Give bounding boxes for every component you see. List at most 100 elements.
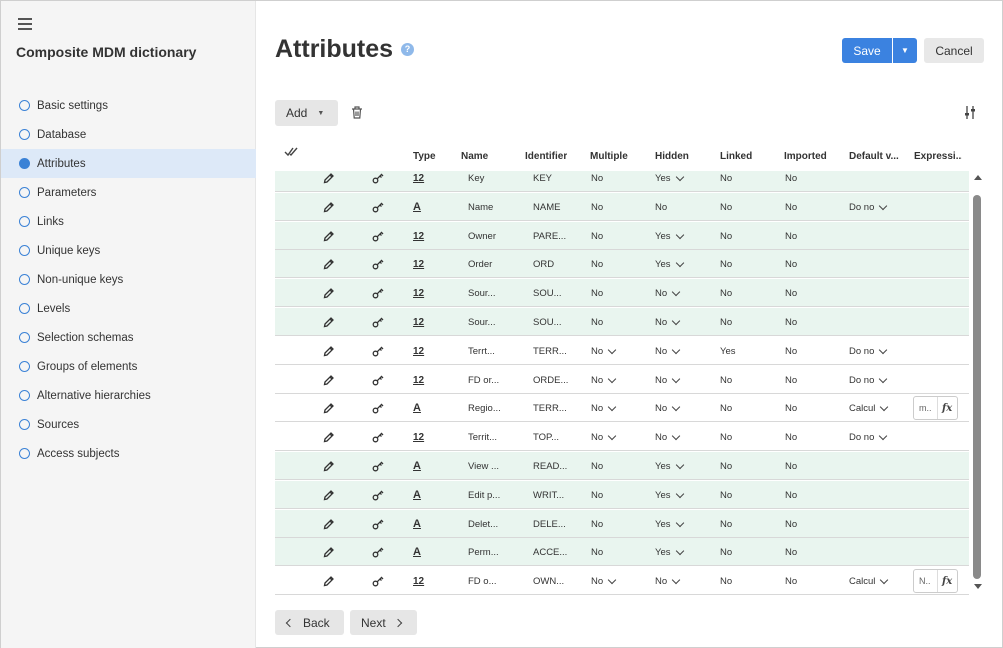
sidebar-item-levels[interactable]: Levels — [1, 294, 256, 323]
table-row[interactable]: A Name NAME No No No No Do no — [275, 193, 969, 221]
key-icon[interactable] — [372, 250, 384, 278]
col-identifier[interactable]: Identifier — [525, 151, 568, 162]
col-imported[interactable]: Imported — [784, 151, 827, 162]
edit-pencil-icon[interactable] — [323, 222, 334, 250]
col-default-value[interactable]: Default v... — [849, 151, 899, 162]
cell-multiple[interactable]: No — [591, 394, 617, 422]
key-icon[interactable] — [372, 279, 384, 307]
col-multiple[interactable]: Multiple — [590, 151, 628, 162]
table-row[interactable]: 12 Key KEY No Yes No No — [275, 171, 969, 192]
grid-scrollbar[interactable] — [971, 173, 983, 597]
fx-icon[interactable]: fx — [942, 402, 953, 414]
cell-default-value[interactable]: Do no — [849, 366, 888, 394]
sidebar-item-parameters[interactable]: Parameters — [1, 178, 256, 207]
table-row[interactable]: 12 FD or... ORDE... No No No No Do no — [275, 366, 969, 394]
edit-pencil-icon[interactable] — [323, 481, 334, 509]
table-row[interactable]: 12 Owner PARE... No Yes No No — [275, 222, 969, 250]
cell-hidden[interactable]: No — [655, 337, 681, 365]
key-icon[interactable] — [372, 423, 384, 451]
sidebar-item-unique-keys[interactable]: Unique keys — [1, 236, 256, 265]
col-hidden[interactable]: Hidden — [655, 151, 689, 162]
col-name[interactable]: Name — [461, 151, 489, 162]
sidebar-item-sources[interactable]: Sources — [1, 410, 256, 439]
key-icon[interactable] — [372, 567, 384, 595]
cell-hidden[interactable]: No — [655, 567, 681, 595]
scroll-up-icon[interactable] — [974, 175, 982, 180]
cell-default-value[interactable]: Calcul — [849, 394, 889, 422]
sidebar-item-attributes[interactable]: Attributes — [1, 149, 256, 178]
edit-pencil-icon[interactable] — [323, 452, 334, 480]
sidebar-item-non-unique-keys[interactable]: Non-unique keys — [1, 265, 256, 294]
key-icon[interactable] — [372, 193, 384, 221]
cell-hidden[interactable]: No — [655, 366, 681, 394]
cell-hidden[interactable]: No — [655, 308, 681, 336]
key-icon[interactable] — [372, 452, 384, 480]
cell-hidden[interactable]: Yes — [655, 481, 684, 509]
help-icon[interactable]: ? — [401, 43, 414, 56]
scroll-thumb[interactable] — [973, 195, 981, 579]
edit-pencil-icon[interactable] — [323, 567, 334, 595]
cell-hidden[interactable]: Yes — [655, 171, 684, 192]
key-icon[interactable] — [372, 337, 384, 365]
cell-hidden[interactable]: No — [655, 394, 681, 422]
table-row[interactable]: A Edit p... WRIT... No Yes No No — [275, 481, 969, 509]
col-type[interactable]: Type — [413, 151, 436, 162]
edit-pencil-icon[interactable] — [323, 538, 334, 566]
cell-multiple[interactable]: No — [591, 337, 617, 365]
cell-default-value[interactable]: Calcul — [849, 567, 889, 595]
edit-pencil-icon[interactable] — [323, 193, 334, 221]
edit-pencil-icon[interactable] — [323, 510, 334, 538]
table-row[interactable]: A Delet... DELE... No Yes No No — [275, 510, 969, 538]
cell-multiple[interactable]: No — [591, 423, 617, 451]
table-row[interactable]: A View ... READ... No Yes No No — [275, 452, 969, 480]
sidebar-item-selection-schemas[interactable]: Selection schemas — [1, 323, 256, 352]
sidebar-item-groups-of-elements[interactable]: Groups of elements — [1, 352, 256, 381]
sidebar-item-alternative-hierarchies[interactable]: Alternative hierarchies — [1, 381, 256, 410]
save-button[interactable]: Save — [842, 38, 892, 63]
menu-icon[interactable] — [18, 18, 32, 30]
sidebar-item-database[interactable]: Database — [1, 120, 256, 149]
key-icon[interactable] — [372, 171, 384, 192]
fx-icon[interactable]: fx — [942, 575, 953, 587]
expression-field[interactable]: N.. fx — [913, 569, 958, 593]
cell-hidden[interactable]: Yes — [655, 538, 684, 566]
key-icon[interactable] — [372, 394, 384, 422]
table-row[interactable]: 12 FD o... OWN... No No No No Calcul N.. fx — [275, 567, 969, 595]
cell-hidden[interactable]: Yes — [655, 452, 684, 480]
edit-pencil-icon[interactable] — [323, 308, 334, 336]
col-linked[interactable]: Linked — [720, 151, 753, 162]
cell-multiple[interactable]: No — [591, 366, 617, 394]
key-icon[interactable] — [372, 308, 384, 336]
sidebar-item-basic-settings[interactable]: Basic settings — [1, 91, 256, 120]
expression-field[interactable]: m.. fx — [913, 396, 958, 420]
sidebar-item-access-subjects[interactable]: Access subjects — [1, 439, 256, 468]
scroll-down-icon[interactable] — [974, 584, 982, 589]
cell-hidden[interactable]: No — [655, 423, 681, 451]
back-button[interactable]: Back — [275, 610, 344, 635]
sidebar-item-links[interactable]: Links — [1, 207, 256, 236]
next-button[interactable]: Next — [350, 610, 417, 635]
cancel-button[interactable]: Cancel — [924, 38, 984, 63]
edit-pencil-icon[interactable] — [323, 337, 334, 365]
key-icon[interactable] — [372, 366, 384, 394]
edit-pencil-icon[interactable] — [323, 171, 334, 192]
edit-pencil-icon[interactable] — [323, 250, 334, 278]
cell-default-value[interactable]: Do no — [849, 423, 888, 451]
check-all-icon[interactable] — [284, 147, 300, 157]
table-row[interactable]: A Regio... TERR... No No No No Calcul m.. fx — [275, 394, 969, 422]
key-icon[interactable] — [372, 538, 384, 566]
table-row[interactable]: 12 Terrt... TERR... No No Yes No Do no — [275, 337, 969, 365]
edit-pencil-icon[interactable] — [323, 423, 334, 451]
cell-hidden[interactable]: Yes — [655, 222, 684, 250]
cell-hidden[interactable]: Yes — [655, 250, 684, 278]
cell-hidden[interactable]: Yes — [655, 510, 684, 538]
table-row[interactable]: 12 Sour... SOU... No No No No — [275, 308, 969, 336]
cell-default-value[interactable]: Do no — [849, 193, 888, 221]
key-icon[interactable] — [372, 481, 384, 509]
table-row[interactable]: 12 Order ORD No Yes No No — [275, 250, 969, 278]
key-icon[interactable] — [372, 510, 384, 538]
key-icon[interactable] — [372, 222, 384, 250]
column-settings-icon[interactable] — [963, 105, 977, 120]
cell-default-value[interactable]: Do no — [849, 337, 888, 365]
edit-pencil-icon[interactable] — [323, 366, 334, 394]
